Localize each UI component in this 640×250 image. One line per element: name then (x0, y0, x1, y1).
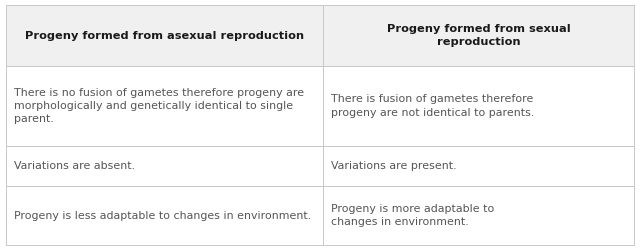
Text: Progeny is less adaptable to changes in environment.: Progeny is less adaptable to changes in … (14, 211, 311, 221)
Text: Variations are present.: Variations are present. (331, 161, 457, 171)
Bar (6, 146, 323, 186)
Bar (6, 5, 323, 66)
Text: Progeny formed from sexual
reproduction: Progeny formed from sexual reproduction (387, 24, 570, 47)
Text: There is fusion of gametes therefore
progeny are not identical to parents.: There is fusion of gametes therefore pro… (331, 94, 534, 118)
Text: Progeny formed from asexual reproduction: Progeny formed from asexual reproduction (25, 31, 304, 41)
Bar (323, 5, 634, 66)
Text: Progeny is more adaptable to
changes in environment.: Progeny is more adaptable to changes in … (331, 204, 494, 227)
Bar (6, 186, 323, 245)
Bar (323, 146, 634, 186)
Text: There is no fusion of gametes therefore progeny are
morphologically and genetica: There is no fusion of gametes therefore … (14, 88, 304, 124)
Text: Variations are absent.: Variations are absent. (14, 161, 135, 171)
Bar (323, 66, 634, 146)
Bar (323, 186, 634, 245)
Bar (6, 66, 323, 146)
